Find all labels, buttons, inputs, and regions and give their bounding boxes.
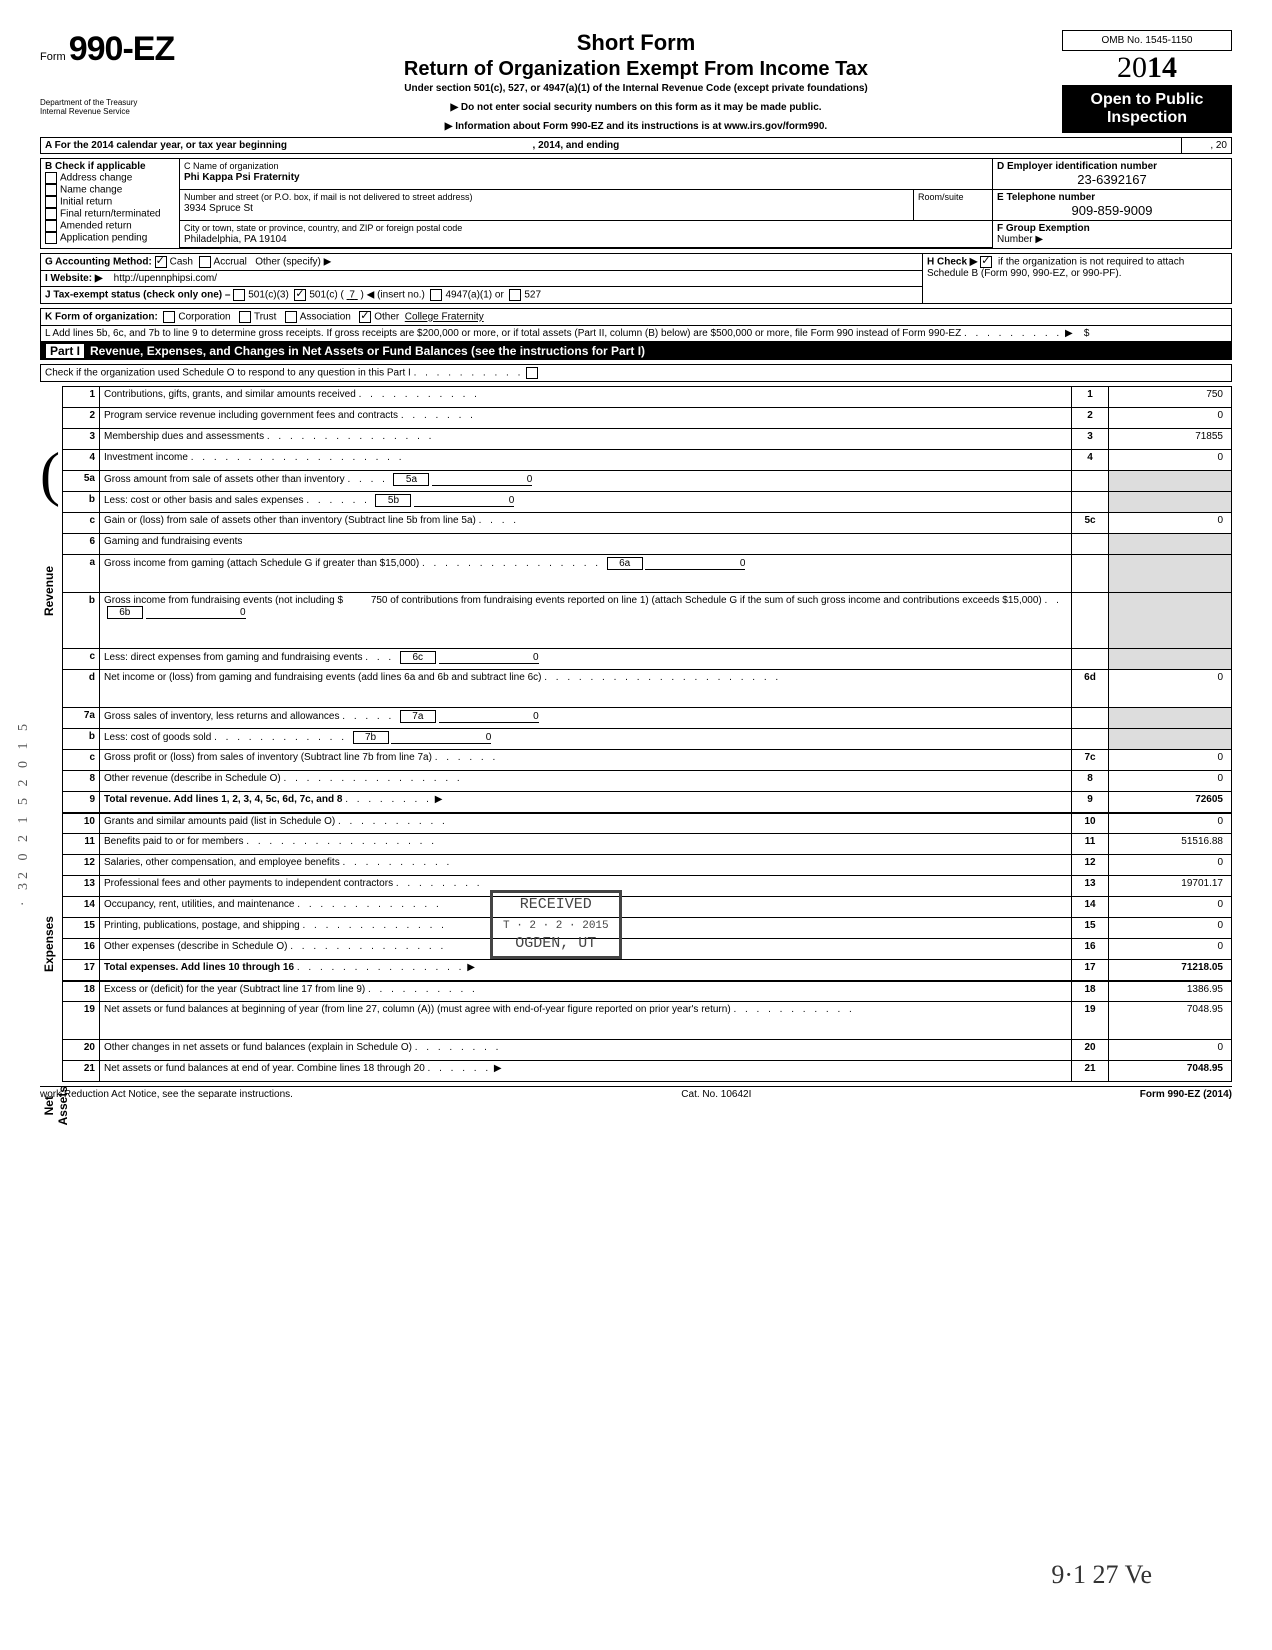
part-1-header: Part IRevenue, Expenses, and Changes in … [40,342,1232,360]
line-2: 2Program service revenue including gover… [63,408,1232,429]
org-name: Phi Kappa Psi Fraternity [184,172,300,183]
instruction-ssn: ▶ Do not enter social security numbers o… [220,102,1052,113]
line-6a: aGross income from gaming (attach Schedu… [63,555,1232,593]
chk-amended[interactable] [45,220,57,232]
row-g-h: G Accounting Method: Cash Accrual Other … [40,253,1232,304]
chk-4947[interactable] [430,289,442,301]
chk-assoc[interactable] [285,311,297,323]
row-e-label: E Telephone number [997,192,1095,203]
line-7a: 7aGross sales of inventory, less returns… [63,708,1232,729]
row-f-label: F Group Exemption [997,223,1090,234]
line-5c: cGain or (loss) from sale of assets othe… [63,513,1232,534]
line-6: 6Gaming and fundraising events [63,534,1232,555]
line-6c: cLess: direct expenses from gaming and f… [63,649,1232,670]
chk-sched-b[interactable] [980,256,992,268]
line-20: 20Other changes in net assets or fund ba… [63,1040,1232,1061]
chk-sched-o[interactable] [526,367,538,379]
title-short-form: Short Form [220,30,1052,56]
chk-corp[interactable] [163,311,175,323]
other-org-value: College Fraternity [405,312,484,323]
chk-527[interactable] [509,289,521,301]
open-public-badge: Open to PublicInspection [1062,85,1232,133]
line-21: 21Net assets or fund balances at end of … [63,1061,1232,1082]
row-k-l: K Form of organization: Corporation Trus… [40,308,1232,342]
received-stamp: RECEIVED T · 2 · 2 · 2015 OGDEN, UT [490,890,622,959]
lines-table: 1Contributions, gifts, grants, and simil… [62,386,1232,1082]
chk-address-change[interactable] [45,172,57,184]
instruction-info: ▶ Information about Form 990-EZ and its … [220,121,1052,132]
city-state-zip: Philadelphia, PA 19104 [184,234,287,245]
line-6b: bGross income from fundraising events (n… [63,593,1232,649]
line-7b: bLess: cost of goods sold . . . . . . . … [63,729,1232,750]
line-4: 4Investment income . . . . . . . . . . .… [63,450,1232,471]
form-header: Form 990-EZ Department of the TreasuryIn… [40,30,1232,133]
side-label-expenses: Expenses [42,916,56,972]
line-16: 16Other expenses (describe in Schedule O… [63,939,1232,960]
website-url: http://upennphipsi.com/ [114,273,217,284]
street-address: 3934 Spruce St [184,203,253,214]
chk-app-pending[interactable] [45,232,57,244]
line-3: 3Membership dues and assessments . . . .… [63,429,1232,450]
chk-cash[interactable] [155,256,167,268]
dept-label: Department of the TreasuryInternal Reven… [40,99,210,117]
chk-name-change[interactable] [45,184,57,196]
line-12: 12Salaries, other compensation, and empl… [63,855,1232,876]
chk-501c3[interactable] [233,289,245,301]
identity-block: B Check if applicable Address change Nam… [40,158,1232,249]
side-label-revenue: Revenue [42,566,56,616]
tax-year: 2014 [1062,51,1232,85]
omb-number: OMB No. 1545-1150 [1062,30,1232,51]
handwritten-signature: 9·1 27 Ve [1051,1560,1152,1590]
line-14: 14Occupancy, rent, utilities, and mainte… [63,897,1232,918]
line-8: 8Other revenue (describe in Schedule O) … [63,771,1232,792]
line-15: 15Printing, publications, postage, and s… [63,918,1232,939]
line-13: 13Professional fees and other payments t… [63,876,1232,897]
chk-final-return[interactable] [45,208,57,220]
title-return: Return of Organization Exempt From Incom… [220,58,1052,81]
line-9: 9Total revenue. Add lines 1, 2, 3, 4, 5c… [63,792,1232,813]
side-margin-text: · 32 0 2 1 5 2 0 1 5 [16,720,32,906]
ein-value: 23-6392167 [997,172,1227,187]
chk-initial-return[interactable] [45,196,57,208]
line-19: 19Net assets or fund balances at beginni… [63,1002,1232,1040]
line-1: 1Contributions, gifts, grants, and simil… [63,387,1232,408]
footer: work Reduction Act Notice, see the separ… [40,1086,1232,1100]
chk-other-org[interactable] [359,311,371,323]
row-d-label: D Employer identification number [997,161,1157,172]
chk-trust[interactable] [239,311,251,323]
form-number: Form 990-EZ [40,30,210,69]
side-label-netassets: Net Assets [42,1086,70,1125]
line-5a: 5aGross amount from sale of assets other… [63,471,1232,492]
row-a: A For the 2014 calendar year, or tax yea… [40,137,1232,154]
line-17: 17Total expenses. Add lines 10 through 1… [63,960,1232,981]
line-5b: bLess: cost or other basis and sales exp… [63,492,1232,513]
subtitle: Under section 501(c), 527, or 4947(a)(1)… [220,83,1052,94]
line-7c: cGross profit or (loss) from sales of in… [63,750,1232,771]
phone-value: 909-859-9009 [997,203,1227,218]
line-10: 10Grants and similar amounts paid (list … [63,813,1232,834]
line-6d: dNet income or (loss) from gaming and fu… [63,670,1232,708]
line-18: 18Excess or (deficit) for the year (Subt… [63,981,1232,1002]
chk-accrual[interactable] [199,256,211,268]
chk-501c[interactable] [294,289,306,301]
row-b-label: B Check if applicable [45,161,146,172]
line-11: 11Benefits paid to or for members . . . … [63,834,1232,855]
